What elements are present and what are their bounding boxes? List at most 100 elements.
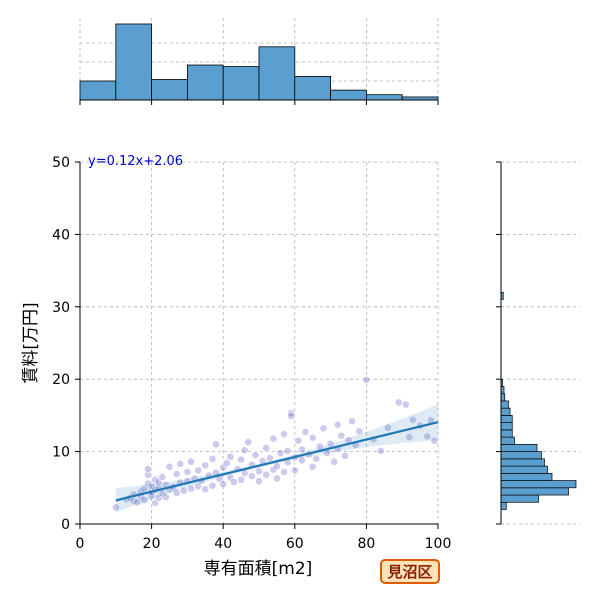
scatter-point xyxy=(312,454,321,463)
x-tick-label: 60 xyxy=(286,536,304,552)
y-hist-bar xyxy=(500,465,548,474)
y-marginal-histogram xyxy=(496,161,580,525)
y-hist-bar xyxy=(500,400,509,409)
ward-badge: 見沼区 xyxy=(380,559,440,584)
scatter-point xyxy=(201,461,210,470)
scatter-point xyxy=(194,482,203,491)
scatter-point xyxy=(283,446,292,455)
scatter-point xyxy=(255,467,263,476)
y-hist-bar xyxy=(500,458,545,467)
scatter-point xyxy=(333,420,342,429)
scatter-point xyxy=(362,376,371,384)
scatter-point xyxy=(187,484,195,493)
x-hist-bar xyxy=(258,46,296,101)
scatter-point xyxy=(176,460,185,468)
scatter-point xyxy=(230,478,238,486)
y-hist-bar xyxy=(500,480,577,489)
y-tick-label: 30 xyxy=(52,300,70,316)
scatter-point xyxy=(341,452,349,460)
x-tick-label: 20 xyxy=(143,536,161,552)
y-tick-label: 40 xyxy=(52,227,70,243)
y-hist-bar xyxy=(500,393,506,402)
y-hist-bar xyxy=(500,422,513,431)
x-hist-bar xyxy=(330,89,367,101)
scatter-point xyxy=(272,474,281,483)
x-hist-bar xyxy=(365,94,403,101)
y-hist-bar xyxy=(500,472,553,481)
y-hist-bar xyxy=(500,429,513,438)
scatter-point xyxy=(140,496,149,505)
scatter-point xyxy=(430,436,439,445)
scatter-point xyxy=(330,457,339,466)
scatter-point xyxy=(183,467,192,476)
x-hist-bar xyxy=(294,76,331,101)
scatter-point xyxy=(280,430,288,439)
main-axes: 0 20 40 60 80 100 0 10 20 30 40 50 xyxy=(52,155,451,552)
x-tick-label: 40 xyxy=(214,536,232,552)
scatter-point xyxy=(298,445,306,454)
scatter-point xyxy=(240,446,249,455)
x-axis-title: 専有面積[m2] xyxy=(204,559,313,579)
scatter-point xyxy=(337,431,346,440)
scatter-point xyxy=(290,466,299,475)
regression-line xyxy=(115,421,439,502)
scatter-point xyxy=(237,455,245,464)
y-hist-bar xyxy=(500,444,538,452)
x-hist-bar xyxy=(151,79,188,101)
scatter-point xyxy=(319,424,328,433)
scatter-point xyxy=(269,434,278,443)
scatter-point xyxy=(423,432,432,441)
scatter-point xyxy=(208,481,217,490)
scatter-point xyxy=(383,423,392,432)
scatter-point xyxy=(179,486,188,495)
x-marginal-histogram xyxy=(79,18,439,105)
y-hist-bar xyxy=(500,501,507,510)
scatter-point xyxy=(272,462,281,470)
y-hist-bar xyxy=(500,407,511,416)
scatter-point xyxy=(401,400,410,409)
scatter-point xyxy=(348,417,356,426)
y-hist-bar xyxy=(500,487,569,496)
scatter-point xyxy=(201,485,210,494)
scatter-point xyxy=(144,465,152,473)
scatter-point xyxy=(308,433,317,442)
scatter-point xyxy=(237,475,245,484)
scatter-point xyxy=(212,440,220,449)
scatter-point xyxy=(172,470,181,478)
scatter-point xyxy=(308,462,317,471)
y-hist-bar xyxy=(500,436,515,445)
scatter-point xyxy=(208,454,217,463)
scatter-point xyxy=(194,466,203,475)
scatter-point xyxy=(280,467,288,476)
x-hist-bar xyxy=(115,23,153,101)
scatter-point xyxy=(287,412,296,421)
scatter-point xyxy=(355,427,364,436)
y-tick-label: 20 xyxy=(52,372,70,388)
scatter-point xyxy=(219,480,228,489)
scatter-point xyxy=(376,446,385,455)
scatter-point xyxy=(262,444,271,452)
x-tick-label: 100 xyxy=(425,536,452,552)
scatter-point xyxy=(244,438,253,447)
scatter-point xyxy=(162,493,170,502)
y-hist-bar xyxy=(500,451,542,460)
y-hist-bar xyxy=(500,494,539,503)
y-tick-label: 0 xyxy=(61,517,70,533)
x-hist-bar xyxy=(222,66,260,101)
scatter-point xyxy=(409,415,417,424)
scatter-point xyxy=(255,477,263,486)
scatter-point xyxy=(394,398,403,407)
scatter-point xyxy=(294,436,303,445)
scatter-point xyxy=(222,459,231,468)
x-tick-label: 0 xyxy=(76,536,85,552)
scatter-point xyxy=(405,433,414,442)
scatter-point xyxy=(111,503,120,512)
scatter-points xyxy=(111,376,439,512)
scatter-point xyxy=(247,472,256,481)
scatter-point xyxy=(298,456,306,465)
y-axis-title: 賃料[万円] xyxy=(21,302,41,383)
x-hist-bar xyxy=(186,64,224,101)
scatter-point xyxy=(265,454,274,463)
y-tick-label: 50 xyxy=(52,155,70,171)
